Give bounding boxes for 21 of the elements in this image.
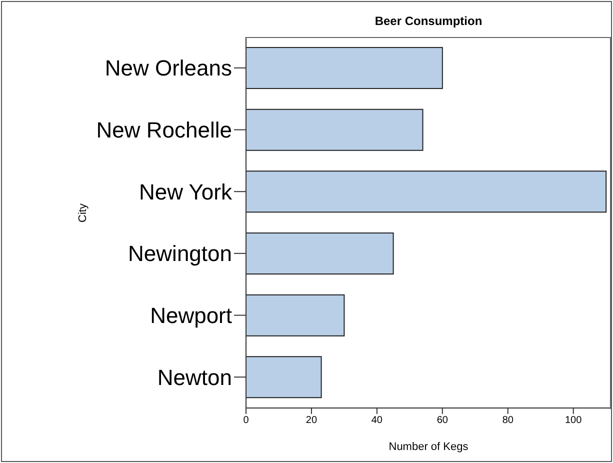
- y-tick-label: Newport: [150, 303, 232, 328]
- x-axis-title: Number of Kegs: [388, 441, 469, 453]
- bar: [246, 170, 607, 213]
- y-tick-label: New Orleans: [104, 56, 232, 81]
- bar: [246, 108, 424, 151]
- y-tick-label: Newington: [128, 241, 232, 266]
- x-tick-label: 0: [243, 415, 250, 426]
- y-tick-label: New York: [139, 179, 233, 204]
- x-tick-label: 40: [371, 415, 383, 426]
- x-tick-label: 100: [565, 415, 582, 426]
- bar: [246, 47, 443, 90]
- bar: [246, 232, 394, 275]
- x-tick-label: 60: [436, 415, 448, 426]
- x-tick-label: 20: [306, 415, 318, 426]
- bar: [246, 356, 322, 398]
- bar: [246, 294, 345, 336]
- chart-title: Beer Consumption: [374, 14, 484, 28]
- y-tick-label: Newton: [157, 364, 232, 390]
- y-axis-title: City: [76, 203, 89, 222]
- y-tick-label: New Rochelle: [96, 118, 232, 143]
- x-tick-label: 80: [502, 415, 514, 426]
